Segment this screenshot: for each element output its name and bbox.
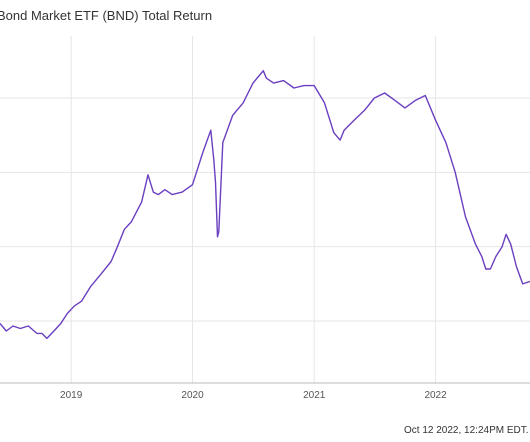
x-tick-label-2022: 2022 [424, 390, 447, 401]
series-group [0, 69, 530, 340]
grid-lines [0, 36, 530, 383]
footer-timestamp: Oct 12 2022, 12:24PM EDT. Powere [404, 425, 530, 436]
x-tick-label-2020: 2020 [181, 390, 204, 401]
x-tick-labels: 2019 2020 2021 2022 [60, 390, 447, 401]
series-line-0 [0, 69, 530, 340]
x-tick-label-2019: 2019 [60, 390, 83, 401]
x-tick-label-2021: 2021 [303, 390, 326, 401]
chart-title: Bond Market ETF (BND) Total Return [0, 8, 213, 23]
